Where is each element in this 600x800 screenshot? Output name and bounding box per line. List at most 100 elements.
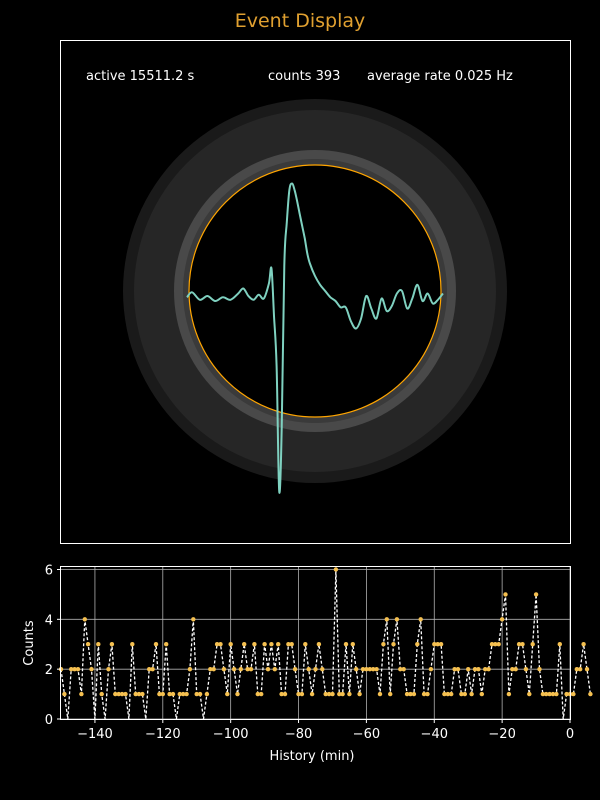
history-point	[388, 691, 393, 697]
history-ticks: −140 −120 −100 −80 −60 −40 −20 0 0 2 4 6	[45, 563, 574, 742]
history-point	[89, 667, 94, 672]
history-point	[181, 691, 186, 697]
history-point	[421, 691, 427, 697]
history-point	[296, 691, 301, 697]
history-point	[153, 642, 159, 647]
history-point	[340, 691, 345, 697]
history-point	[584, 667, 590, 672]
history-point	[364, 667, 369, 672]
history-point	[432, 642, 437, 647]
history-point	[466, 667, 471, 672]
history-point	[415, 642, 420, 647]
history-point	[262, 642, 267, 647]
history-point	[323, 691, 328, 697]
history-point	[184, 691, 189, 697]
history-x-axis-label: History (min)	[269, 749, 354, 764]
history-point	[554, 691, 559, 697]
history-point	[411, 691, 417, 697]
y-tick-label: 4	[45, 613, 53, 628]
history-point	[513, 667, 518, 672]
history-point	[191, 617, 196, 622]
history-point	[147, 667, 152, 672]
x-tick-label: −80	[285, 727, 312, 742]
history-point	[225, 691, 230, 697]
history-point	[398, 667, 403, 672]
history-point	[493, 642, 498, 647]
history-point	[418, 617, 423, 622]
history-point	[506, 691, 512, 697]
history-point	[265, 667, 271, 672]
history-point	[578, 667, 583, 672]
history-point	[530, 642, 535, 647]
y-tick-label: 6	[45, 563, 53, 578]
history-y-axis-label: Counts	[22, 620, 37, 666]
history-point	[164, 642, 169, 647]
history-point	[259, 691, 264, 697]
history-point	[269, 642, 274, 647]
history-point	[133, 691, 138, 697]
history-point	[299, 691, 305, 697]
page-title: Event Display	[234, 10, 366, 32]
history-point	[442, 691, 447, 697]
history-point	[489, 642, 495, 647]
history-point	[235, 691, 240, 697]
history-point	[564, 691, 569, 697]
x-tick-label: −60	[353, 727, 380, 742]
x-tick-label: −140	[77, 727, 113, 742]
history-point	[99, 691, 104, 697]
detector-core-circle	[188, 164, 442, 418]
history-point	[72, 667, 77, 672]
history-point	[306, 667, 311, 672]
history-point	[472, 667, 478, 672]
history-point	[292, 667, 298, 672]
history-point	[537, 667, 542, 672]
history-point	[588, 691, 593, 697]
history-plot-frame	[60, 566, 571, 720]
history-point	[360, 667, 366, 672]
history-point	[245, 667, 250, 672]
history-point	[357, 691, 362, 697]
y-tick-label: 0	[45, 713, 53, 728]
history-series-line	[60, 569, 592, 720]
history-point	[557, 642, 562, 647]
history-point	[571, 691, 576, 697]
history-point	[69, 667, 74, 672]
history-point	[449, 691, 454, 697]
history-point	[109, 642, 115, 647]
history-point	[391, 642, 396, 647]
history-point	[303, 642, 308, 647]
history-point	[170, 691, 176, 697]
history-point	[197, 691, 203, 697]
history-point	[242, 642, 247, 647]
history-point	[218, 642, 223, 647]
history-point	[499, 617, 505, 622]
x-tick-label: −100	[213, 727, 249, 742]
history-point	[140, 691, 145, 697]
history-point	[377, 691, 383, 697]
history-point	[333, 567, 339, 572]
history-point	[483, 667, 488, 672]
history-point	[221, 667, 227, 672]
history-point	[503, 592, 508, 597]
history-point	[75, 667, 81, 672]
history-point	[401, 667, 406, 672]
history-point	[252, 642, 257, 647]
history-point	[486, 667, 491, 672]
history-markers	[58, 567, 593, 697]
history-point	[384, 617, 389, 622]
history-point	[248, 667, 254, 672]
history-point	[394, 617, 400, 622]
history-point	[320, 667, 325, 672]
history-point	[469, 691, 474, 697]
history-point	[350, 642, 355, 647]
history-point	[343, 642, 349, 647]
history-point	[309, 691, 315, 697]
history-point	[119, 691, 125, 697]
history-point	[527, 691, 532, 697]
history-point	[113, 691, 118, 697]
history-point	[316, 642, 322, 647]
history-point	[540, 691, 546, 697]
history-point	[211, 667, 216, 672]
history-point	[214, 642, 220, 647]
history-point	[367, 667, 372, 672]
